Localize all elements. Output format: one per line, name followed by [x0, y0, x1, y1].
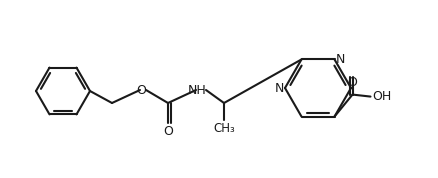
Text: CH₃: CH₃	[213, 122, 235, 135]
Text: OH: OH	[372, 90, 392, 103]
Text: O: O	[163, 125, 173, 138]
Text: N: N	[275, 82, 284, 95]
Text: NH: NH	[187, 83, 206, 96]
Text: N: N	[336, 53, 345, 66]
Text: O: O	[136, 83, 146, 96]
Text: O: O	[348, 76, 357, 89]
